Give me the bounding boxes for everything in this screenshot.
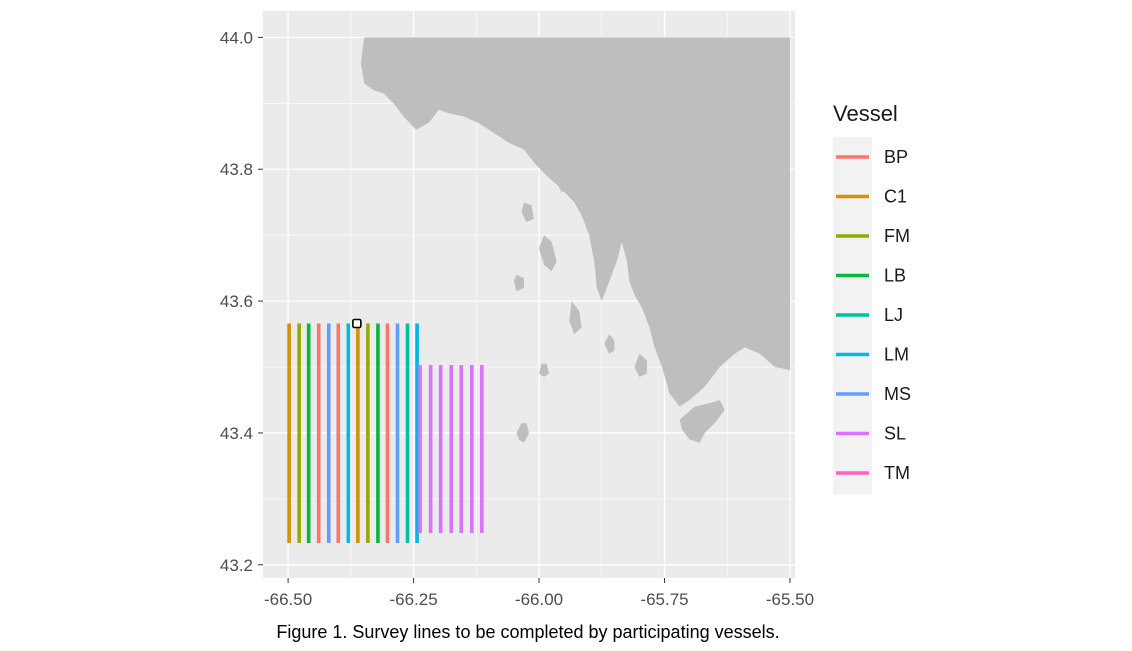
- y-tick-label: 43.6: [220, 292, 253, 311]
- legend-label-ms: MS: [884, 384, 911, 404]
- island-landmass: [516, 423, 529, 443]
- island-landmass: [539, 363, 550, 377]
- island-landmass: [634, 353, 647, 377]
- x-tick-label: -65.50: [766, 590, 814, 609]
- island-landmass: [586, 195, 600, 222]
- x-tick-label: -65.75: [640, 590, 688, 609]
- island-landmass: [521, 202, 534, 222]
- legend-label-sl: SL: [884, 424, 906, 444]
- legend-label-tm: TM: [884, 463, 910, 483]
- mainland-landmass: [360, 37, 790, 407]
- y-tick-label: 44.0: [220, 28, 253, 47]
- southern-peninsula-landmass: [679, 400, 725, 443]
- location-marker: [352, 318, 362, 329]
- legend-label-bp: BP: [884, 147, 908, 167]
- island-landmass: [604, 334, 615, 354]
- legend-label-lj: LJ: [884, 305, 903, 325]
- y-tick-label: 43.8: [220, 160, 253, 179]
- legend-label-lb: LB: [884, 266, 906, 286]
- y-tick-label: 43.2: [220, 556, 253, 575]
- legend-title: Vessel: [833, 101, 898, 126]
- x-tick-label: -66.00: [515, 590, 563, 609]
- survey-lines: [287, 323, 484, 544]
- legend-label-c1: C1: [884, 187, 907, 207]
- x-tick-label: -66.25: [389, 590, 437, 609]
- land-layer: [360, 37, 790, 443]
- island-landmass: [513, 274, 524, 292]
- island-landmass: [569, 301, 582, 335]
- y-tick-label: 43.4: [220, 424, 253, 443]
- legend: Vessel BP C1 FM LB LJ LM MS SL TM: [833, 101, 911, 495]
- island-landmass: [539, 235, 557, 272]
- axes: -66.50 -66.25 -66.00 -65.75 -65.50 43.2 43.4 43…: [220, 28, 814, 609]
- figure-caption: Figure 1. Survey lines to be completed b…: [276, 622, 779, 642]
- legend-label-lm: LM: [884, 345, 909, 365]
- x-tick-label: -66.50: [264, 590, 312, 609]
- legend-label-fm: FM: [884, 226, 910, 246]
- location-marker-square: [352, 318, 362, 329]
- island-landmass: [556, 169, 570, 193]
